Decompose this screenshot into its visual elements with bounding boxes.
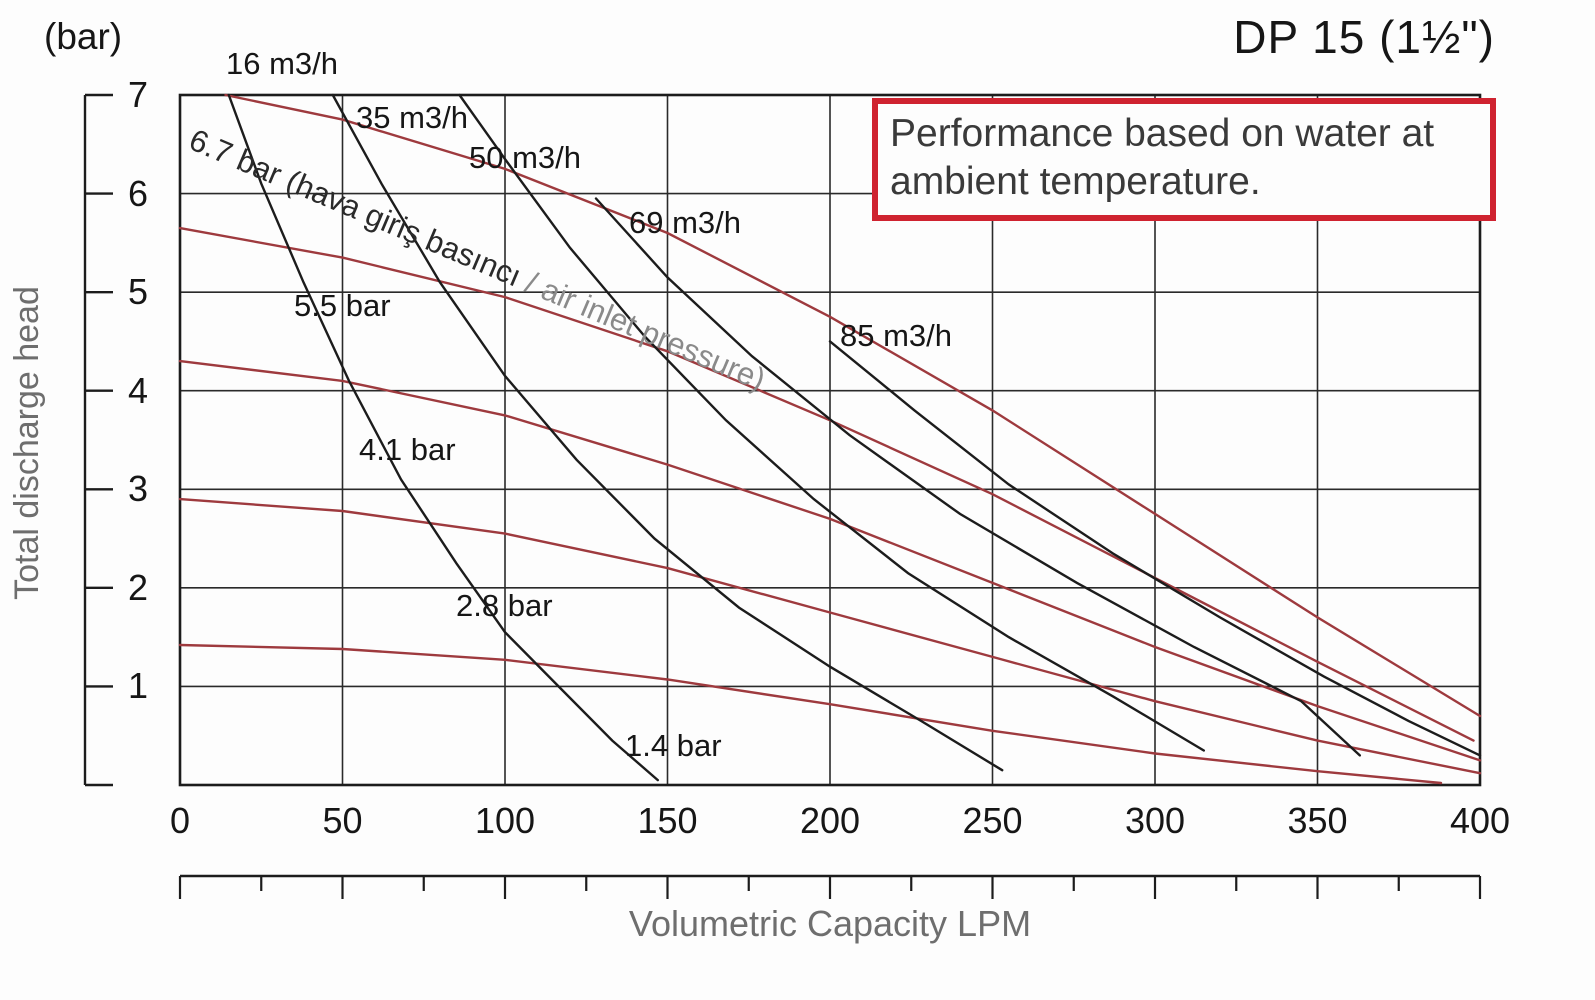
curve-35-m3-h-air-consumption xyxy=(331,93,1004,772)
curve-1-4-bar-air-inlet-pressure xyxy=(178,643,1443,785)
x-axis-title: Volumetric Capacity LPM xyxy=(628,903,1032,944)
curve-69-m3-h-air-consumption xyxy=(594,197,1361,757)
curve-6-7-bar-air-inlet-pressure xyxy=(224,93,1482,718)
curve-50-m3-h-air-consumption xyxy=(458,93,1205,752)
curve-16-m3-h-air-consumption xyxy=(227,93,659,782)
performance-note-text: Performance based on water at ambient te… xyxy=(890,112,1435,203)
curve-4-1-bar-air-inlet-pressure xyxy=(178,359,1482,762)
curve-2-8-bar-air-inlet-pressure xyxy=(178,497,1482,775)
y-axis-unit-label: (bar) xyxy=(44,16,123,57)
performance-note-box: Performance based on water at ambient te… xyxy=(872,98,1496,222)
plot-border xyxy=(178,93,1482,787)
chart-title: DP 15 (1½") xyxy=(1233,11,1495,63)
curve-85-m3-h-air-consumption xyxy=(828,340,1482,757)
